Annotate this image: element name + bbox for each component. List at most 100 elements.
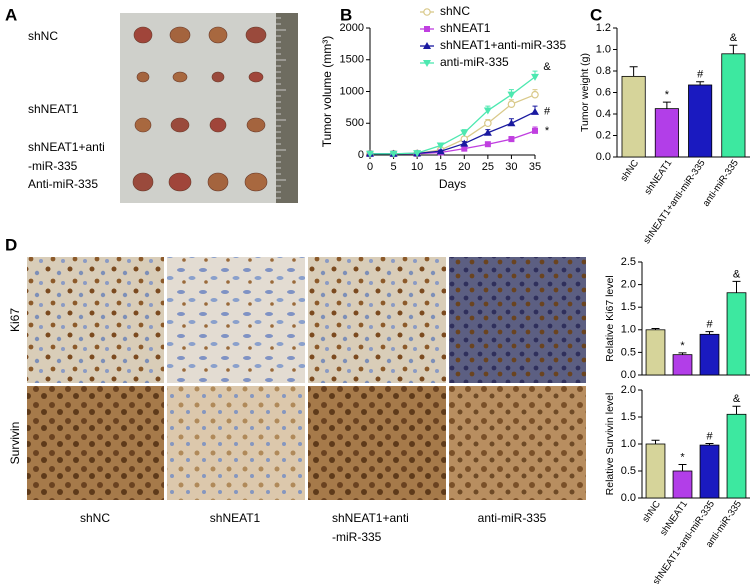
- marker: [366, 150, 374, 158]
- legend-item: shNC: [420, 4, 470, 18]
- error-bar: [696, 81, 705, 85]
- x-tick-label: 5: [391, 161, 397, 173]
- marker: [484, 141, 491, 148]
- ihc-image: [27, 386, 164, 500]
- ihc-column-label: -miR-335: [332, 530, 382, 544]
- legend-item: shNEAT1: [420, 21, 491, 35]
- tumor: [208, 26, 228, 44]
- annotation: *: [680, 340, 685, 352]
- y-tick-label: 0.4: [596, 108, 611, 120]
- error-bar: [651, 327, 660, 330]
- y-tick-label: 2000: [340, 22, 364, 34]
- marker: [424, 26, 430, 32]
- ihc-column-label: shNEAT1: [210, 511, 261, 525]
- annotation: *: [665, 89, 670, 101]
- ihc-image: [308, 257, 446, 383]
- tumor: [245, 26, 267, 44]
- bar: [621, 75, 646, 158]
- bar: [645, 329, 666, 376]
- panel-label: C: [590, 5, 602, 24]
- error-bar: [629, 66, 638, 77]
- bar: [726, 292, 747, 376]
- marker: [483, 128, 492, 136]
- x-tick-label: shNEAT1: [642, 158, 674, 197]
- error-bar: [651, 439, 660, 444]
- x-tick-label: 20: [458, 161, 470, 173]
- tumor: [209, 117, 227, 133]
- bar: [672, 354, 693, 376]
- tumor: [134, 117, 152, 133]
- photo-row-label: Anti-miR-335: [28, 177, 98, 191]
- ihc-image: [449, 386, 586, 500]
- y-tick-label: 0.8: [596, 65, 611, 77]
- y-tick-label: 1000: [340, 85, 364, 97]
- annotation: &: [733, 393, 741, 405]
- tumor: [170, 117, 190, 133]
- annotation: *: [680, 451, 685, 463]
- ihc-column-label: anti-miR-335: [478, 511, 547, 525]
- bar: [721, 53, 746, 158]
- ihc-image: [449, 257, 586, 383]
- error-bar: [732, 280, 741, 293]
- y-tick-label: 0.0: [621, 369, 636, 381]
- y-tick-label: 1.5: [621, 411, 636, 423]
- y-tick-label: 1.5: [621, 301, 636, 313]
- bar: [699, 333, 720, 376]
- error-bar: [678, 464, 687, 471]
- bar: [688, 84, 713, 158]
- ihc-images: [27, 257, 586, 500]
- annotation: #: [706, 319, 713, 331]
- marker: [461, 145, 468, 152]
- ihc-image: [308, 386, 446, 500]
- marker: [436, 142, 445, 150]
- ihc-image: [167, 257, 305, 383]
- marker: [507, 100, 516, 109]
- legend-item: shNEAT1+anti-miR-335: [420, 38, 566, 52]
- x-tick-label: 0: [367, 161, 373, 173]
- ihc-column-label: shNEAT1+anti: [332, 511, 409, 525]
- marker: [436, 147, 445, 155]
- legend-label: shNC: [440, 4, 470, 18]
- marker: [531, 90, 539, 99]
- ihc-row-label: Ki67: [8, 308, 22, 332]
- error-bar: [705, 442, 714, 446]
- tumor: [211, 71, 225, 83]
- y-tick-label: 500: [346, 117, 364, 129]
- marker: [389, 150, 398, 158]
- tumors: [132, 26, 268, 192]
- tumor: [169, 26, 191, 44]
- bar: [654, 108, 679, 158]
- marker: [531, 73, 539, 81]
- marker: [508, 136, 515, 143]
- bar: [645, 443, 666, 499]
- marker: [507, 119, 516, 127]
- photo-row-label: shNC: [28, 29, 58, 43]
- y-tick-label: 0.0: [621, 492, 636, 504]
- y-tick-label: 0.5: [621, 346, 636, 358]
- ihc-row-label: Survivin: [8, 422, 22, 465]
- y-tick-label: 0.6: [596, 86, 611, 98]
- legend-label: shNEAT1+anti-miR-335: [440, 38, 566, 52]
- marker: [413, 150, 422, 158]
- x-tick-label: 25: [482, 161, 494, 173]
- legend-label: anti-miR-335: [440, 55, 509, 69]
- legend-label: shNEAT1: [440, 21, 491, 35]
- x-tick-label: shNC: [619, 158, 642, 184]
- y-axis-label: Tumor volume (mm³): [320, 36, 334, 148]
- annotation: #: [706, 430, 713, 442]
- tumor: [133, 26, 153, 44]
- annotation: #: [697, 69, 704, 81]
- bar: [726, 413, 747, 499]
- annotation: &: [543, 61, 551, 73]
- x-tick-label: 10: [411, 161, 423, 173]
- tumor: [168, 172, 192, 192]
- x-tick-label: 15: [435, 161, 447, 173]
- y-tick-label: 1.2: [596, 22, 611, 34]
- panel-label: D: [5, 235, 17, 254]
- y-axis-label: Relative Survivin level: [604, 393, 616, 496]
- y-axis-label: Relative Ki67 level: [604, 275, 616, 361]
- annotation: #: [544, 106, 551, 118]
- bar: [672, 470, 693, 499]
- y-tick-label: 1500: [340, 54, 364, 66]
